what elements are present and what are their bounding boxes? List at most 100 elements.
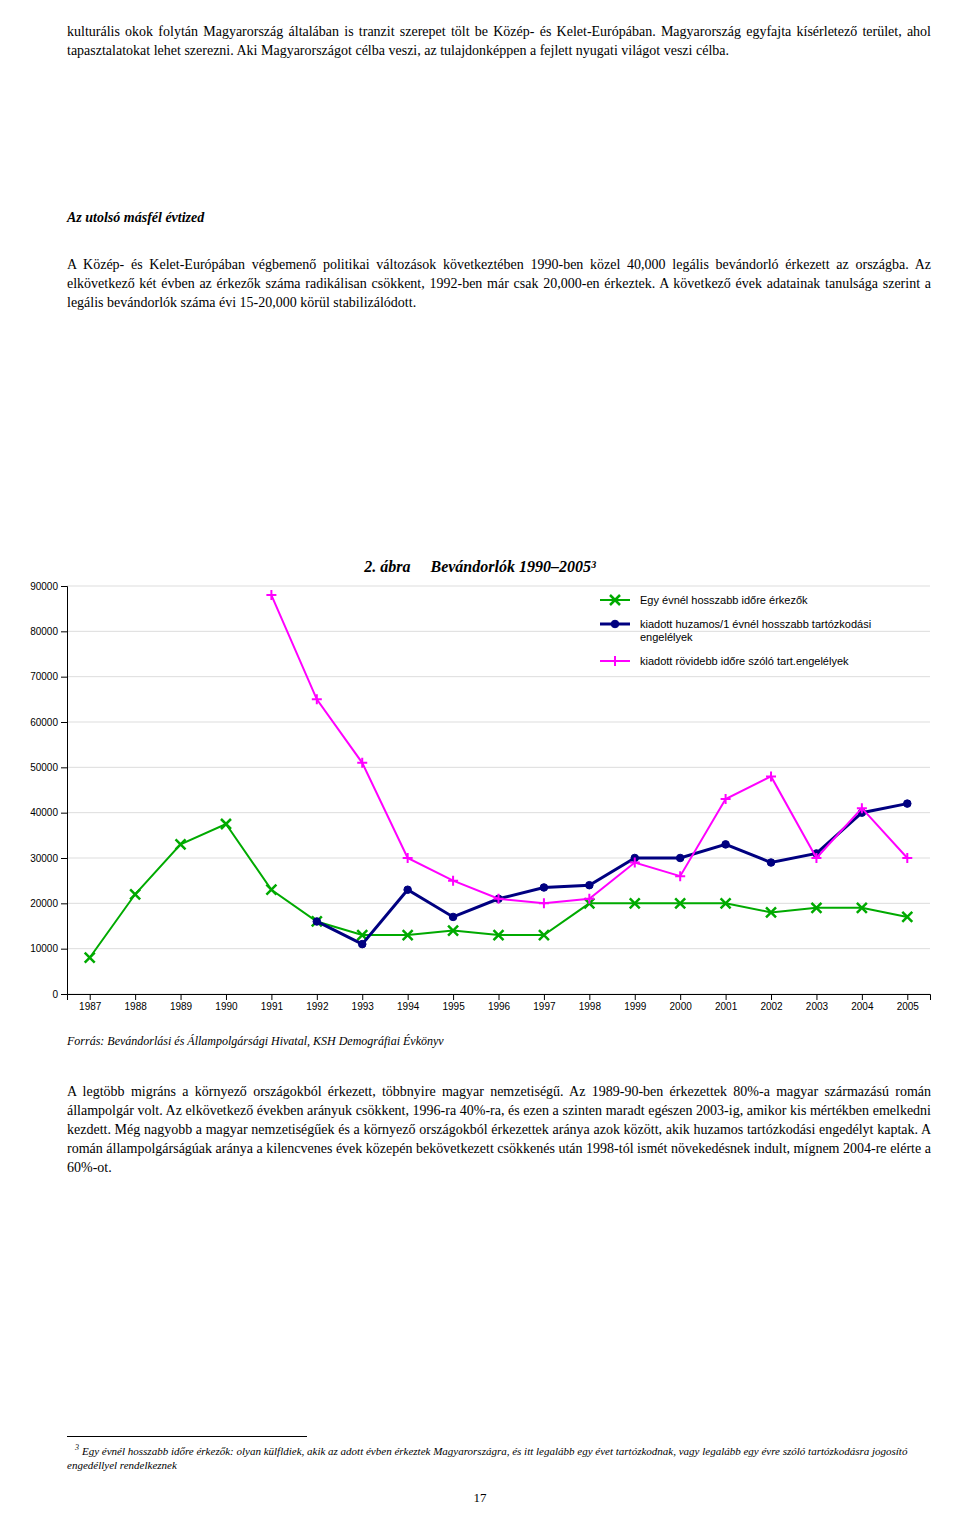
tick-mark — [907, 994, 908, 1000]
point-marker — [176, 839, 186, 849]
point-marker — [630, 898, 640, 908]
point-marker — [494, 930, 504, 940]
tick: 2000 — [670, 994, 693, 1012]
grid-line — [67, 722, 930, 723]
tick: 1993 — [352, 994, 375, 1012]
point-marker — [676, 854, 684, 862]
footnote-number: 3 — [75, 1443, 79, 1452]
point-marker — [357, 758, 367, 768]
point-marker — [811, 903, 821, 913]
grid-line — [67, 676, 930, 677]
tick: 2004 — [851, 994, 874, 1012]
series-line — [271, 595, 907, 903]
tick-mark — [362, 994, 363, 1000]
point-marker — [857, 903, 867, 913]
tick-label: 1999 — [624, 1001, 647, 1012]
footnote-text: Egy évnél hosszabb időre érkezők: olyan … — [67, 1445, 907, 1471]
series — [85, 819, 913, 963]
tick: 2002 — [760, 994, 783, 1012]
tick-mark — [61, 677, 67, 678]
tick-label: 80000 — [30, 626, 58, 637]
tick-mark — [771, 994, 772, 1000]
chart-title: 2. ábra Bevándorlók 1990–2005³ — [363, 558, 596, 575]
point-marker — [539, 898, 549, 908]
point-marker — [902, 912, 912, 922]
tick-mark — [317, 994, 318, 1000]
grid-line — [67, 812, 930, 813]
x-axis: 1987198819891990199119921993199419951996… — [68, 994, 931, 1012]
tick-label: 1992 — [306, 1001, 329, 1012]
point-marker — [539, 930, 549, 940]
point-marker — [586, 881, 594, 889]
point-marker — [811, 853, 821, 863]
tick: 30000 — [30, 853, 67, 864]
point-marker — [130, 889, 140, 899]
series-line — [317, 804, 907, 945]
tick-mark — [635, 994, 636, 1000]
footnote: 3Egy évnél hosszabb időre érkezők: olyan… — [67, 1443, 931, 1472]
tick: 1988 — [125, 994, 148, 1012]
tick-label: 1998 — [579, 1001, 602, 1012]
point-marker — [448, 876, 458, 886]
tick-mark — [816, 994, 817, 1000]
tick-mark — [271, 994, 272, 1000]
tick: 0 — [52, 989, 67, 1000]
tick: 1995 — [442, 994, 465, 1012]
tick-label: 1995 — [442, 1001, 465, 1012]
tick-label: 70000 — [30, 671, 58, 682]
point-marker — [721, 794, 731, 804]
plot-area — [85, 590, 913, 963]
tick-label: 1988 — [125, 1001, 148, 1012]
tick-mark — [499, 994, 500, 1000]
body-text-mid: A Közép- és Kelet-Európában végbemenő po… — [67, 256, 931, 313]
tick: 1997 — [533, 994, 556, 1012]
chart-source: Forrás: Bevándorlási és Állampolgársági … — [67, 1034, 444, 1049]
tick-mark — [90, 994, 91, 1000]
point-marker — [358, 940, 366, 948]
tick: 50000 — [30, 762, 67, 773]
legend-entry: kiadott huzamos/1 évnél hosszabb tartózk… — [600, 618, 871, 643]
body-text-top: kulturális okok folytán Magyarország ált… — [67, 23, 931, 61]
tick-label: 90000 — [30, 581, 58, 592]
tick-label: 1990 — [215, 1001, 238, 1012]
legend-marker — [611, 620, 619, 628]
point-marker — [584, 894, 594, 904]
page-number: 17 — [0, 1490, 960, 1506]
tick: 80000 — [30, 626, 67, 637]
tick-mark — [61, 949, 67, 950]
tick-mark — [544, 994, 545, 1000]
tick-mark — [61, 813, 67, 814]
tick-label: 30000 — [30, 853, 58, 864]
grid-line — [67, 631, 930, 632]
grid — [67, 586, 930, 994]
point-marker — [85, 953, 95, 963]
point-marker — [675, 898, 685, 908]
point-marker — [449, 913, 457, 921]
tick-label: 1991 — [261, 1001, 284, 1012]
tick-label: 1994 — [397, 1001, 420, 1012]
tick: 1999 — [624, 994, 647, 1012]
tick: 1989 — [170, 994, 193, 1012]
series — [266, 590, 912, 908]
legend-entry: kiadott rövidebb időre szóló tart.engelé… — [600, 655, 849, 667]
tick: 1996 — [488, 994, 511, 1012]
tick: 40000 — [30, 807, 67, 818]
tick-label: 0 — [52, 989, 58, 1000]
point-marker — [675, 871, 685, 881]
tick: 2001 — [715, 994, 738, 1012]
legend-marker — [610, 656, 620, 666]
series-line — [90, 824, 908, 958]
point-marker — [630, 858, 640, 868]
tick-mark — [61, 767, 67, 768]
legend-label: kiadott rövidebb időre szóló tart.engelé… — [640, 655, 849, 667]
point-marker — [722, 841, 730, 849]
tick-mark — [61, 631, 67, 632]
point-marker — [767, 859, 775, 867]
tick: 10000 — [30, 943, 67, 954]
tick-label: 2000 — [670, 1001, 693, 1012]
tick: 2005 — [897, 994, 920, 1012]
tick-label: 1989 — [170, 1001, 193, 1012]
tick: 90000 — [30, 581, 67, 592]
tick-label: 2005 — [897, 1001, 920, 1012]
tick-label: 2001 — [715, 1001, 738, 1012]
